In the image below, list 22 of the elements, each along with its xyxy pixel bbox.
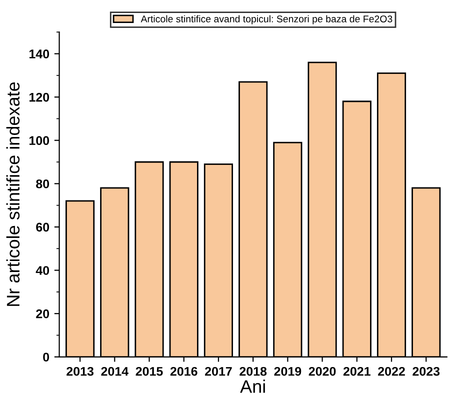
y-tick-label: 80 <box>36 179 50 188</box>
y-axis-title: Nr articole stintifice indexate <box>6 82 20 306</box>
legend-label: Articole stintifice avand topicul: Senzori pe baza de Fe2O3 <box>140 15 392 24</box>
y-tick-label: 120 <box>29 92 50 102</box>
x-tick-label: 2015 <box>136 366 163 376</box>
x-tick-label: 2023 <box>412 366 440 376</box>
x-tick-label: 2020 <box>308 366 336 376</box>
x-axis-title: Ani <box>240 380 265 393</box>
x-tick-label: 2019 <box>274 366 302 376</box>
x-tick-label: 2017 <box>205 366 232 376</box>
x-tick-label: 2014 <box>101 366 128 376</box>
y-tick-label: 20 <box>36 309 50 318</box>
x-tick-label: 2018 <box>240 366 267 376</box>
y-tick-label: 100 <box>29 136 50 145</box>
x-tick-label: 2021 <box>343 366 370 376</box>
y-tick-label: 60 <box>36 222 50 232</box>
x-tick-label: 2016 <box>170 366 198 376</box>
x-tick-label: 2022 <box>378 366 405 376</box>
y-tick-label: 0 <box>43 352 50 362</box>
x-tick-label: 2013 <box>66 366 94 376</box>
y-tick-label: 140 <box>29 50 50 58</box>
y-tick-label: 40 <box>36 266 50 275</box>
